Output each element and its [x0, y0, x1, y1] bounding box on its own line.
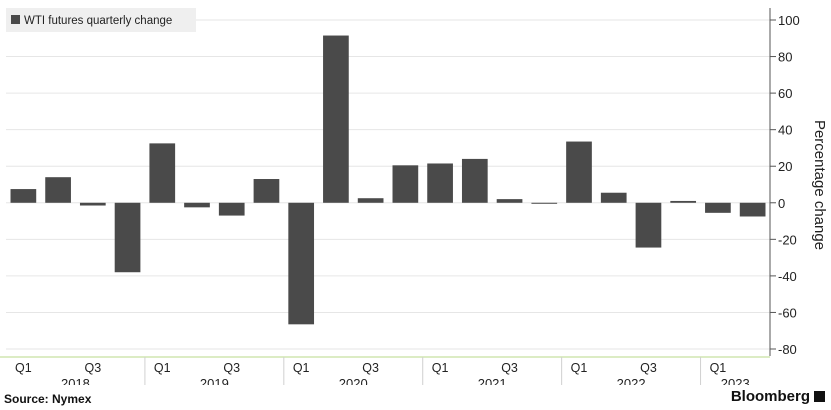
- x-tick-label: Q1: [293, 361, 310, 375]
- bar: [114, 202, 141, 273]
- bar: [600, 192, 627, 203]
- y-tick-label: 60: [778, 86, 792, 101]
- bar: [45, 177, 71, 203]
- y-tick-label: -80: [778, 342, 797, 357]
- y-tick-label: 100: [778, 13, 800, 28]
- source-note: Source: Nymex: [4, 392, 92, 406]
- year-label: 2019: [200, 376, 229, 385]
- bar: [218, 202, 245, 216]
- x-tick-label: Q3: [84, 361, 101, 375]
- x-tick-label: Q3: [362, 361, 379, 375]
- x-tick-label: Q3: [501, 361, 518, 375]
- bar: [392, 165, 419, 203]
- y-tick-label: -20: [778, 232, 797, 247]
- x-tick-label: Q1: [710, 361, 727, 375]
- bar: [79, 202, 106, 206]
- bar: [531, 202, 558, 204]
- year-label: 2022: [617, 376, 646, 385]
- bar: [427, 163, 453, 203]
- gridlines: [6, 19, 770, 350]
- y-tick-label: 0: [778, 196, 785, 211]
- y-tick-label: 20: [778, 159, 792, 174]
- year-label: 2023: [721, 376, 750, 385]
- y-tick-label: -60: [778, 305, 797, 320]
- y-tick-label: 40: [778, 123, 792, 138]
- bar: [705, 202, 731, 213]
- brand-logo: Bloomberg: [731, 388, 825, 405]
- brand-icon: [814, 391, 825, 402]
- bar: [670, 200, 697, 203]
- bar: [184, 202, 210, 208]
- bar: [253, 179, 280, 203]
- y-tick-label: 80: [778, 50, 792, 65]
- bar: [496, 199, 523, 203]
- bar: [739, 202, 766, 217]
- x-tick-label: Q3: [640, 361, 657, 375]
- bar: [323, 35, 349, 203]
- bar: [149, 143, 176, 203]
- x-axis: Q1 Q3 Q1 Q3 Q1 Q3 Q1 Q3 Q1 Q3 Q1 2018 2019 2020 2021 20…: [0, 356, 770, 385]
- bar: [357, 198, 384, 203]
- bar: [566, 141, 592, 203]
- year-label: 2021: [478, 376, 507, 385]
- x-tick-label: Q1: [571, 361, 588, 375]
- x-tick-label: Q1: [432, 361, 449, 375]
- y-axis-label: Percentage change: [811, 120, 828, 250]
- bar: [461, 158, 488, 203]
- year-label: 2020: [339, 376, 368, 385]
- legend: WTI futures quarterly change: [6, 8, 196, 32]
- y-tick-label: -40: [778, 269, 797, 284]
- year-label: 2018: [61, 376, 90, 385]
- bar: [10, 189, 37, 203]
- legend-label: WTI futures quarterly change: [24, 15, 172, 27]
- x-tick-label: Q1: [154, 361, 171, 375]
- legend-background: [6, 8, 196, 32]
- brand-name: Bloomberg: [730, 388, 810, 405]
- y-axis: 100 80 60 40 20 0 -20 -40 -60 -80: [769, 8, 800, 357]
- bar: [288, 202, 315, 325]
- x-tick-label: Q1: [15, 361, 32, 375]
- bar: [635, 202, 662, 248]
- legend-swatch: [11, 15, 20, 24]
- x-tick-label: Q3: [223, 361, 240, 375]
- bars: [10, 35, 766, 325]
